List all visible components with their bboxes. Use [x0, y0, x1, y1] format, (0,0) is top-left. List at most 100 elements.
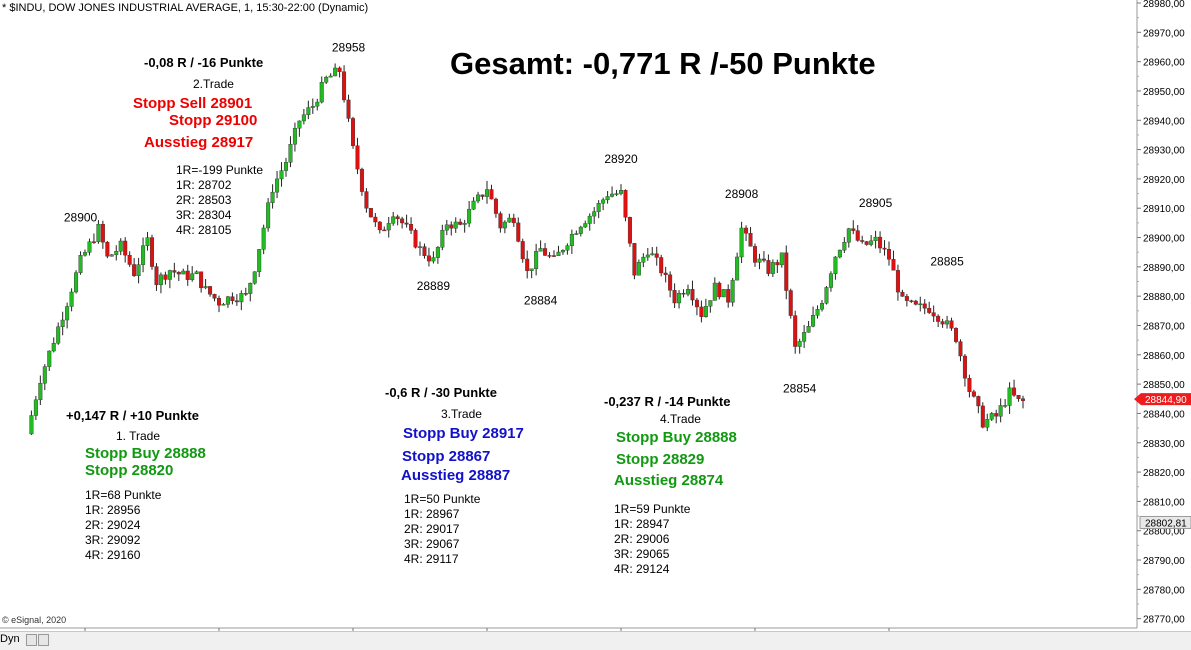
- candle-body: [476, 194, 481, 202]
- candle-body: [739, 227, 744, 258]
- candle-body: [261, 227, 266, 250]
- candle-body: [784, 252, 789, 291]
- candle-body: [547, 255, 552, 257]
- candle-body: [386, 223, 391, 231]
- candle-body: [922, 303, 927, 309]
- trade1-level: 1R: 28956: [85, 503, 141, 517]
- candle-body: [288, 144, 293, 163]
- trade2-result: -0,08 R / -16 Punkte: [144, 55, 264, 70]
- candle-body: [851, 228, 856, 231]
- candle-body: [578, 226, 583, 234]
- trade3-order-entry: Stopp Buy 28917: [403, 425, 524, 442]
- scroll-right-button[interactable]: [38, 634, 49, 646]
- candle-body: [426, 255, 431, 262]
- candle-body: [56, 326, 61, 344]
- candle-body: [301, 114, 306, 122]
- candle-body: [38, 383, 43, 401]
- candle-body: [234, 300, 239, 303]
- candle-body: [176, 272, 181, 275]
- candle-body: [118, 240, 123, 252]
- y-tick-label: 28880,00: [1143, 292, 1185, 303]
- candle-body: [931, 312, 936, 317]
- candle-body: [596, 203, 601, 212]
- candle-body: [726, 289, 731, 303]
- trade3-order-exit: Ausstieg 28887: [401, 467, 511, 484]
- candle-body: [172, 270, 177, 273]
- candle-body: [663, 272, 668, 275]
- candle-body: [310, 106, 315, 108]
- candle-body: [645, 254, 650, 258]
- candle-body: [744, 227, 749, 234]
- candle-body: [145, 237, 150, 246]
- trade3-levels: 1R=50 Punkte 1R: 28967 2R: 29017 3R: 290…: [404, 492, 480, 567]
- trade3-level: 2R: 29017: [404, 522, 460, 536]
- candle-body: [185, 270, 190, 280]
- candle-body: [873, 236, 878, 242]
- candle-body: [918, 303, 923, 306]
- candle-body: [703, 305, 708, 318]
- y-tick-label: 28900,00: [1143, 234, 1185, 245]
- candle-body: [239, 293, 244, 303]
- y-tick-label: 28890,00: [1143, 263, 1185, 274]
- ref-price-label: 28802,81: [1145, 518, 1187, 529]
- candle-body: [962, 355, 967, 379]
- candle-body: [793, 315, 798, 347]
- trade4-level: 3R: 29065: [614, 547, 670, 561]
- candle-body: [404, 222, 409, 225]
- candle-body: [891, 259, 896, 271]
- candle-body: [712, 282, 717, 301]
- candle-body: [860, 240, 865, 242]
- candle-body: [458, 221, 463, 225]
- candle-body: [373, 216, 378, 223]
- candle-body: [270, 191, 275, 203]
- candle-body: [954, 328, 959, 342]
- price-label: 28905: [859, 196, 893, 210]
- price-label: 28908: [725, 187, 759, 201]
- candle-body: [534, 251, 539, 270]
- candle-body: [967, 378, 972, 392]
- candle-body: [516, 222, 521, 242]
- candle-body: [297, 120, 302, 129]
- trade4-level: 1R: 28947: [614, 517, 670, 531]
- y-tick-label: 28950,00: [1143, 87, 1185, 98]
- candle-body: [453, 221, 458, 229]
- scroll-left-button[interactable]: [26, 634, 37, 646]
- candle-body: [811, 315, 816, 327]
- candle-body: [761, 258, 766, 261]
- trade2-level: 1R=-199 Punkte: [176, 163, 264, 177]
- price-label: 28920: [604, 152, 638, 166]
- candle-body: [587, 215, 592, 224]
- candle-body: [913, 300, 918, 305]
- dyn-label: Dyn: [0, 633, 20, 645]
- y-tick-label: 28960,00: [1143, 58, 1185, 69]
- trade1-result: +0,147 R / +10 Punkte: [66, 408, 199, 423]
- candle-body: [614, 193, 619, 195]
- candle-body: [605, 196, 610, 201]
- candle-body: [949, 320, 954, 329]
- candle-body: [96, 224, 101, 242]
- y-tick-label: 28920,00: [1143, 175, 1185, 186]
- candle-body: [337, 67, 342, 72]
- trade2-order-exit: Ausstieg 28917: [144, 134, 254, 151]
- candle-body: [42, 366, 47, 384]
- candle-body: [788, 290, 793, 316]
- trade4-level: 1R=59 Punkte: [614, 502, 691, 516]
- candle-body: [319, 82, 324, 103]
- price-label: 28854: [783, 381, 817, 395]
- candle-body: [248, 282, 253, 294]
- candle-body: [895, 270, 900, 293]
- trade4-order-entry: Stopp Buy 28888: [616, 429, 737, 446]
- chart-title: * $INDU, DOW JONES INDUSTRIAL AVERAGE, 1…: [2, 2, 369, 14]
- candle-body: [900, 291, 905, 297]
- trade4-result: -0,237 R / -14 Punkte: [604, 394, 731, 409]
- trade3-level: 1R=50 Punkte: [404, 492, 481, 506]
- candle-body: [359, 168, 364, 192]
- copyright-label: © eSignal, 2020: [2, 615, 67, 625]
- candle-body: [610, 193, 615, 197]
- trade2-level: 1R: 28702: [176, 178, 232, 192]
- candle-body: [677, 292, 682, 304]
- candle-body: [382, 229, 387, 232]
- candle-body: [766, 260, 771, 274]
- candle-body: [882, 247, 887, 250]
- candle-body: [105, 241, 110, 257]
